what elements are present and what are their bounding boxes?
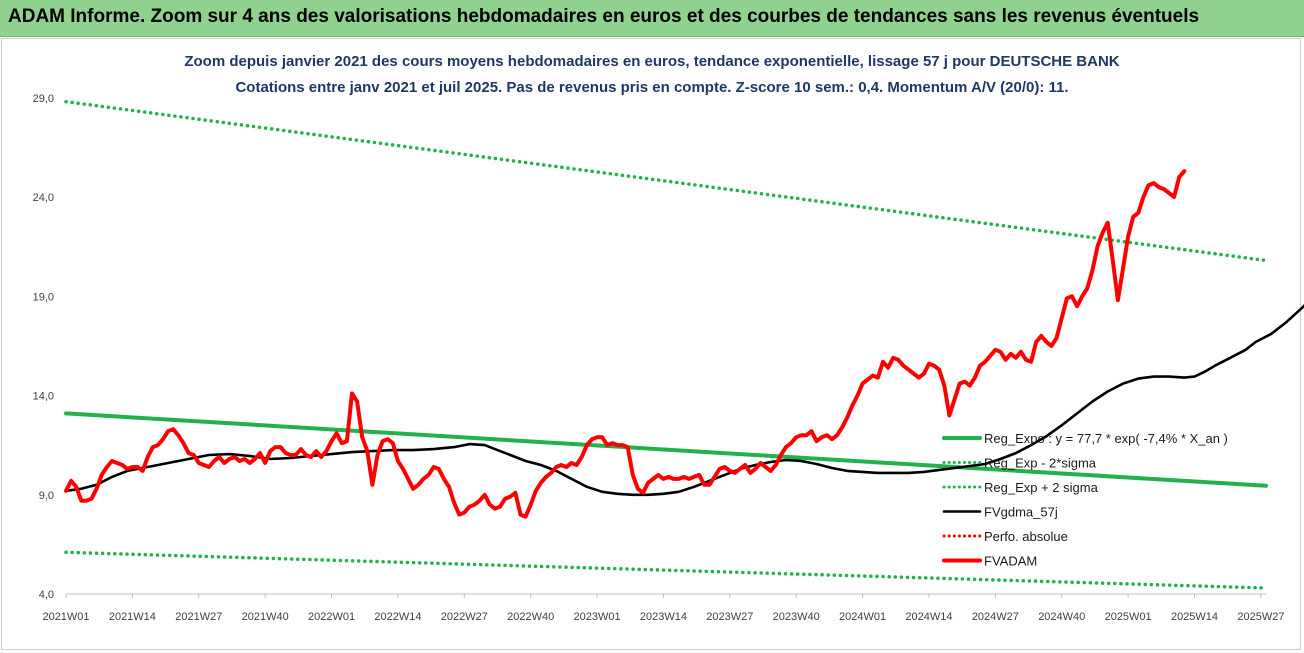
- x-tick-label: 2021W14: [109, 611, 156, 623]
- report-title: ADAM Informe. Zoom sur 4 ans des valoris…: [8, 6, 1200, 27]
- x-tick-label: 2024W14: [905, 611, 952, 623]
- legend-label: FVADAM: [984, 554, 1037, 569]
- y-tick-label: 29,0: [33, 93, 54, 105]
- y-tick-label: 9,0: [39, 490, 54, 502]
- x-tick-label: 2024W27: [972, 611, 1019, 623]
- x-tick-label: 2022W01: [308, 611, 355, 623]
- legend-label: Reg_Exp + 2 sigma: [984, 480, 1099, 495]
- series-line-3: [64, 303, 1304, 497]
- plot-area: [64, 99, 1304, 590]
- x-tick-label: 2023W14: [640, 611, 687, 623]
- x-tick-label: 2021W27: [175, 611, 222, 623]
- x-tick-label: 2023W27: [706, 611, 753, 623]
- x-tick-label: 2024W40: [1038, 611, 1085, 623]
- legend: Reg_Expo : y = 77,7 * exp( -7,4% * X_an …: [942, 431, 1228, 569]
- legend-label: FVgdma_57j: [984, 505, 1058, 520]
- x-tick-label: 2025W01: [1105, 611, 1152, 623]
- legend-label: Reg_Expo : y = 77,7 * exp( -7,4% * X_an …: [984, 431, 1228, 446]
- x-tick-label: 2022W14: [374, 611, 421, 623]
- chart-frame: [1, 38, 1301, 650]
- x-tick-label: 2021W01: [42, 611, 89, 623]
- report-banner: ADAM Informe. Zoom sur 4 ans des valoris…: [0, 0, 1304, 37]
- x-tick-label: 2023W40: [773, 611, 820, 623]
- x-tick-label: 2025W27: [1237, 611, 1284, 623]
- legend-label: Perfo. absolue: [984, 529, 1068, 544]
- series-line-0: [64, 411, 1268, 488]
- y-tick-label: 14,0: [33, 391, 54, 403]
- x-tick-label: 2023W01: [574, 611, 621, 623]
- axes: 4,0 9,0 14,0 19,0 24,0 29,0 2021W01 2021W14 2021…: [33, 93, 1285, 623]
- y-tick-label: 24,0: [33, 192, 54, 204]
- y-tick-label: 19,0: [33, 291, 54, 303]
- chart-title: Zoom depuis janvier 2021 des cours moyen…: [184, 53, 1120, 70]
- series-line-2: [64, 99, 1268, 263]
- x-tick-label: 2021W40: [242, 611, 289, 623]
- x-tick-label: 2024W01: [839, 611, 886, 623]
- legend-label: Reg_Exp - 2*sigma: [984, 456, 1097, 471]
- x-tick-label: 2022W40: [507, 611, 554, 623]
- x-tick-label: 2025W14: [1171, 611, 1218, 623]
- x-tick-label: 2022W27: [441, 611, 488, 623]
- series-line-1: [64, 550, 1268, 590]
- y-tick-label: 4,0: [39, 589, 54, 601]
- chart-subtitle: Cotations entre janv 2021 et juil 2025. …: [235, 79, 1069, 96]
- series-line-5: [64, 169, 1187, 519]
